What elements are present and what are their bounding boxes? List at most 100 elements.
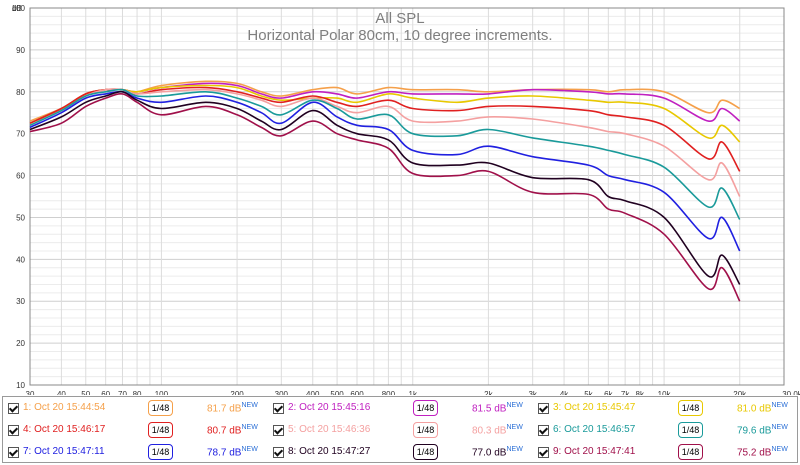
x-tick-label: 50 xyxy=(81,390,90,395)
x-tick-label: 500 xyxy=(330,390,344,395)
legend-item: 4: Oct 20 15:46:17 1/48 80.7 dBNEW xyxy=(3,420,268,442)
y-tick-label: 30 xyxy=(16,297,25,306)
smoothing-button[interactable]: 1/48 xyxy=(148,422,173,438)
x-tick-label: 30 xyxy=(26,390,35,395)
x-axis-ticks: 30 40 50 60 70 80 100 200 300 400 500 600 800 1k 2k 3k 4… xyxy=(26,390,800,395)
legend-label: 5: Oct 20 15:46:36 xyxy=(288,424,371,435)
x-tick-label: 70 xyxy=(118,390,127,395)
y-tick-label: 20 xyxy=(16,339,25,348)
x-tick-label: 40 xyxy=(57,390,66,395)
series-line-8 xyxy=(29,90,741,285)
smoothing-button[interactable]: 1/48 xyxy=(413,444,438,460)
legend-label: 8: Oct 20 15:47:27 xyxy=(288,446,371,457)
legend-checkbox[interactable] xyxy=(8,425,19,436)
legend-checkbox[interactable] xyxy=(273,425,284,436)
legend-label: 9: Oct 20 15:47:41 xyxy=(553,446,636,457)
new-badge: NEW xyxy=(241,424,258,431)
legend-item: 8: Oct 20 15:47:27 1/48 77.0 dBNEW xyxy=(268,442,533,464)
new-badge: NEW xyxy=(771,446,788,453)
y-tick-label: 50 xyxy=(16,213,25,222)
y-tick-label: 70 xyxy=(16,130,25,139)
x-tick-label: 10k xyxy=(658,390,672,395)
y-tick-label: 100 xyxy=(12,4,26,13)
new-badge: NEW xyxy=(241,446,258,453)
spl-chart: 100 90 80 70 60 50 40 30 20 10 30 40 50 60 70 80 100 200… xyxy=(11,4,800,395)
series-line-9 xyxy=(29,92,741,302)
x-tick-label: 7k xyxy=(621,390,630,395)
level-value: 80.3 dBNEW xyxy=(472,424,523,437)
legend-item: 5: Oct 20 15:46:36 1/48 80.3 dBNEW xyxy=(268,420,533,442)
level-value: 81.7 dBNEW xyxy=(207,402,258,415)
new-badge: NEW xyxy=(506,446,523,453)
series-curves xyxy=(29,80,741,302)
new-badge: NEW xyxy=(506,402,523,409)
legend-item: 3: Oct 20 15:45:47 1/48 81.0 dBNEW xyxy=(533,398,798,420)
x-tick-label: 3k xyxy=(528,390,537,395)
x-tick-label: 5k xyxy=(584,390,593,395)
y-tick-label: 40 xyxy=(16,255,25,264)
new-badge: NEW xyxy=(241,402,258,409)
level-value: 78.7 dBNEW xyxy=(207,446,258,459)
y-tick-label: 60 xyxy=(16,172,25,181)
legend-checkbox[interactable] xyxy=(538,403,549,414)
legend-checkbox[interactable] xyxy=(8,447,19,458)
x-tick-label: 100 xyxy=(155,390,169,395)
level-value: 81.0 dBNEW xyxy=(737,402,788,415)
smoothing-button[interactable]: 1/48 xyxy=(678,422,703,438)
x-tick-label: 1k xyxy=(409,390,418,395)
smoothing-button[interactable]: 1/48 xyxy=(413,422,438,438)
legend-item: 9: Oct 20 15:47:41 1/48 75.2 dBNEW xyxy=(533,442,798,464)
y-tick-label: 80 xyxy=(16,88,25,97)
x-tick-label: 60 xyxy=(101,390,110,395)
level-value: 75.2 dBNEW xyxy=(737,446,788,459)
y-tick-label: 90 xyxy=(16,46,25,55)
x-tick-label: 600 xyxy=(350,390,364,395)
level-value: 80.7 dBNEW xyxy=(207,424,258,437)
legend-label: 4: Oct 20 15:46:17 xyxy=(23,424,106,435)
x-tick-label: 6k xyxy=(604,390,613,395)
legend-checkbox[interactable] xyxy=(538,447,549,458)
legend-label: 1: Oct 20 15:44:54 xyxy=(23,402,106,413)
legend-checkbox[interactable] xyxy=(8,403,19,414)
smoothing-button[interactable]: 1/48 xyxy=(413,400,438,416)
smoothing-button[interactable]: 1/48 xyxy=(148,444,173,460)
new-badge: NEW xyxy=(771,424,788,431)
x-tick-label: 300 xyxy=(275,390,289,395)
series-line-6 xyxy=(29,88,741,220)
smoothing-button[interactable]: 1/48 xyxy=(678,400,703,416)
level-value: 81.5 dBNEW xyxy=(472,402,523,415)
chart-title: All SPL xyxy=(375,10,424,27)
legend-item: 2: Oct 20 15:45:16 1/48 81.5 dBNEW xyxy=(268,398,533,420)
x-tick-label: 20k xyxy=(733,390,747,395)
new-badge: NEW xyxy=(506,424,523,431)
level-value: 79.6 dBNEW xyxy=(737,424,788,437)
level-value: 77.0 dBNEW xyxy=(472,446,523,459)
chart-subtitle: Horizontal Polar 80cm, 10 degree increme… xyxy=(247,27,552,44)
x-tick-label: 2k xyxy=(484,390,493,395)
legend-item: 7: Oct 20 15:47:11 1/48 78.7 dBNEW xyxy=(3,442,268,464)
legend-checkbox[interactable] xyxy=(273,403,284,414)
x-tick-label: 200 xyxy=(230,390,244,395)
legend-label: 2: Oct 20 15:45:16 xyxy=(288,402,371,413)
legend-label: 7: Oct 20 15:47:11 xyxy=(23,446,105,457)
legend: 1: Oct 20 15:44:54 1/48 81.7 dBNEW 2: Oct 2… xyxy=(2,396,798,463)
plot-frame xyxy=(29,7,785,386)
x-tick-label: 8k xyxy=(636,390,645,395)
legend-label: 6: Oct 20 15:46:57 xyxy=(553,424,636,435)
legend-label: 3: Oct 20 15:45:47 xyxy=(553,402,636,413)
y-axis-ticks: 100 90 80 70 60 50 40 30 20 10 xyxy=(12,4,26,390)
smoothing-button[interactable]: 1/48 xyxy=(148,400,173,416)
legend-item: 6: Oct 20 15:46:57 1/48 79.6 dBNEW xyxy=(533,420,798,442)
legend-checkbox[interactable] xyxy=(538,425,549,436)
x-tick-label: 30.0k Hz xyxy=(782,390,800,395)
y-axis-label: dB xyxy=(12,4,22,13)
legend-checkbox[interactable] xyxy=(273,447,284,458)
y-tick-label: 10 xyxy=(16,381,25,390)
x-tick-label: 800 xyxy=(382,390,396,395)
new-badge: NEW xyxy=(771,402,788,409)
x-tick-label: 4k xyxy=(560,390,569,395)
legend-item: 1: Oct 20 15:44:54 1/48 81.7 dBNEW xyxy=(3,398,268,420)
x-tick-label: 80 xyxy=(133,390,142,395)
smoothing-button[interactable]: 1/48 xyxy=(678,444,703,460)
x-tick-label: 400 xyxy=(306,390,320,395)
